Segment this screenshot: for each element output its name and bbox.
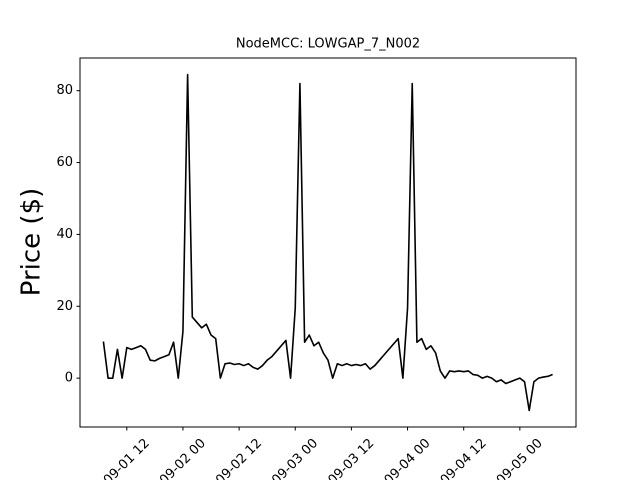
x-tick-label: 09-02 12: [213, 436, 265, 480]
y-tick-label: 60: [56, 155, 73, 170]
price-line: [102, 73, 553, 412]
x-tick-label: 09-01 12: [101, 436, 153, 480]
chart-title: NodeMCC: LOWGAP_7_N002: [236, 37, 420, 52]
x-tick-label: 09-03 12: [325, 436, 377, 480]
x-tick-label: 09-05 00: [494, 436, 546, 480]
x-tick-label: 09-02 00: [157, 436, 209, 480]
x-tick-label: 09-04 00: [382, 436, 434, 480]
x-tick-label: 09-04 12: [438, 436, 490, 480]
y-tick-label: 0: [65, 371, 73, 386]
y-tick-label: 40: [56, 227, 73, 242]
y-axis-label: Price ($): [17, 188, 47, 297]
x-tick-label: 09-03 00: [269, 436, 321, 480]
plot-frame: [79, 57, 577, 428]
y-tick-label: 20: [56, 299, 73, 314]
y-tick-label: 80: [56, 83, 73, 98]
